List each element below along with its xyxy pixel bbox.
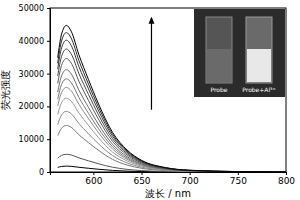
y-tick-mark [47,106,50,107]
y-axis-line [47,9,51,173]
plot-frame [50,8,286,172]
x-tick: 650 [133,172,150,186]
x-tick-mark [238,172,239,175]
y-tick: 10000 [19,135,50,144]
y-axis-title: 荧光强度 [0,70,11,110]
x-axis-line [51,173,287,176]
arrow-head [148,17,154,24]
spectrum-line [58,49,286,172]
y-tick: 40000 [19,37,50,46]
x-tick-label: 650 [133,176,150,186]
y-tick: 50000 [19,4,50,13]
x-tick-mark [93,172,94,175]
y-tick-label: 10000 [19,135,44,144]
chart: 600 650 700 750 800 0 10000 20000 30000 40000 5000… [0,0,300,200]
x-tick-label: 750 [230,176,247,186]
y-tick-mark [47,41,50,42]
y-tick-label: 20000 [19,102,44,111]
y-tick: 30000 [19,70,50,79]
y-tick-mark [47,172,50,173]
plot: 600 650 700 750 800 0 10000 20000 30000 40000 5000… [19,4,296,186]
y-tick-label: 50000 [19,4,44,13]
spectrum-line [58,125,286,172]
x-axis-title: 波长 / nm [145,188,191,199]
y-tick: 20000 [19,102,50,111]
inset-background [194,9,285,97]
x-tick-label: 600 [85,176,102,186]
y-axis: 0 10000 20000 30000 40000 50000 [19,4,51,177]
y-tick-label: 0 [39,168,44,177]
spectrum-line [58,87,286,172]
cuvette-solution [247,49,271,82]
x-tick-label: 800 [278,176,295,186]
inset-label: Probe+Al³⁺ [242,86,275,93]
y-tick-mark [47,8,50,9]
y-tick-label: 30000 [19,70,44,79]
y-tick-mark [47,74,50,75]
y-tick: 0 [39,168,50,177]
cuvette-solution [207,49,231,82]
x-tick-label: 700 [182,176,199,186]
y-tick-label: 40000 [19,37,44,46]
x-tick: 700 [182,172,199,186]
x-tick-mark [142,172,143,175]
x-tick-mark [286,172,287,175]
spectrum-line [58,40,286,172]
x-tick: 600 [85,172,102,186]
arrow-shaft [151,18,152,110]
y-tick-mark [47,139,50,140]
cuvette-probe [206,17,232,83]
cuvette-probe-al [246,17,272,83]
inset-label: Probe [210,86,227,93]
x-axis: 600 650 700 750 800 [51,172,296,186]
x-tick: 750 [230,172,247,186]
x-tick-mark [190,172,191,175]
spectrum-line [58,111,286,172]
inset: Probe Probe+Al³⁺ [194,9,285,97]
x-tick: 800 [278,172,295,186]
spectrum-line [58,98,286,172]
spectrum-line [58,33,286,172]
